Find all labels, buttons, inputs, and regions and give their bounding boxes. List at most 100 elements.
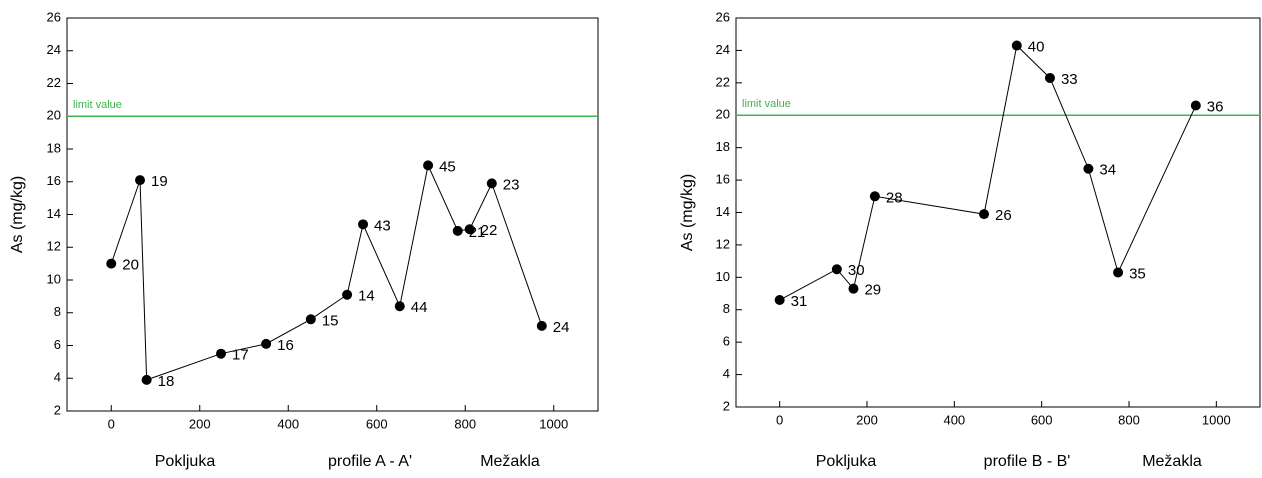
data-point [831, 264, 842, 275]
limit-label: limit value [742, 98, 791, 110]
point-label: 15 [322, 312, 339, 329]
data-point [261, 338, 272, 349]
x-tick-label: 200 [856, 412, 878, 427]
y-tick-label: 20 [47, 108, 61, 123]
point-label: 36 [1207, 98, 1224, 115]
x-tick-label: 400 [943, 412, 965, 427]
y-tick-label: 2 [723, 398, 730, 413]
point-label: 20 [122, 257, 139, 274]
point-label: 44 [411, 299, 428, 316]
y-tick-label: 8 [54, 304, 61, 319]
data-point [423, 160, 434, 171]
plot-frame [66, 17, 599, 412]
y-tick-label: 12 [47, 239, 61, 254]
y-tick-label: 14 [716, 204, 730, 219]
y-tick-label: 4 [54, 370, 61, 385]
x-caption: Mežakla [480, 453, 540, 470]
data-point [1011, 40, 1022, 51]
point-label: 28 [886, 189, 903, 206]
y-tick-label: 14 [47, 206, 61, 221]
y-tick-label: 10 [47, 271, 61, 286]
point-label: 34 [1099, 162, 1116, 179]
point-label: 35 [1129, 265, 1146, 282]
x-caption: Pokljuka [155, 453, 216, 470]
data-point [305, 314, 316, 325]
x-tick-label: 800 [454, 416, 476, 431]
point-label: 18 [158, 373, 175, 390]
data-point [979, 209, 990, 220]
x-tick-label: 200 [189, 416, 211, 431]
x-tick-label: 600 [366, 416, 388, 431]
point-label: 22 [481, 222, 498, 239]
data-line [110, 163, 543, 381]
point-label: 14 [358, 288, 375, 305]
data-point [464, 224, 475, 235]
data-point [141, 374, 152, 385]
point-label: 23 [503, 176, 520, 193]
y-axis-label: As (mg/kg) [9, 176, 26, 253]
data-point [1083, 163, 1094, 174]
data-point [848, 283, 859, 294]
y-tick-label: 26 [716, 9, 730, 24]
x-caption: profile A - A' [328, 453, 412, 470]
x-caption: Pokljuka [816, 453, 877, 470]
y-axis-label: As (mg/kg) [679, 174, 696, 251]
y-tick-label: 16 [47, 173, 61, 188]
point-label: 31 [791, 293, 808, 310]
y-tick-label: 18 [716, 139, 730, 154]
data-point [536, 320, 547, 331]
y-tick-label: 16 [716, 172, 730, 187]
y-tick-label: 4 [723, 366, 730, 381]
point-label: 29 [864, 282, 881, 299]
x-tick-label: 400 [277, 416, 299, 431]
y-tick-label: 24 [47, 42, 61, 57]
y-tick-label: 6 [723, 334, 730, 349]
x-tick-label: 600 [1031, 412, 1053, 427]
data-point [452, 225, 463, 236]
data-point [869, 191, 880, 202]
point-label: 33 [1061, 71, 1078, 88]
data-point [106, 258, 117, 269]
data-point [358, 219, 369, 230]
data-point [486, 178, 497, 189]
y-tick-label: 22 [47, 75, 61, 90]
x-tick-label: 0 [108, 416, 115, 431]
data-point [135, 175, 146, 186]
y-tick-label: 18 [47, 140, 61, 155]
x-caption: profile B - B' [984, 453, 1071, 470]
data-point [342, 289, 353, 300]
y-tick-label: 6 [54, 337, 61, 352]
x-tick-label: 800 [1118, 412, 1140, 427]
point-label: 24 [553, 319, 570, 336]
point-label: 43 [374, 217, 391, 234]
point-label: 16 [277, 337, 294, 354]
y-tick-label: 24 [716, 42, 730, 57]
data-point [1190, 100, 1201, 111]
point-label: 26 [995, 207, 1012, 224]
point-label: 40 [1028, 39, 1045, 56]
point-label: 17 [232, 347, 249, 364]
point-label: 19 [151, 173, 168, 190]
x-tick-label: 1000 [1202, 412, 1231, 427]
data-point [215, 348, 226, 359]
data-point [1044, 72, 1055, 83]
y-tick-label: 2 [54, 402, 61, 417]
y-tick-label: 12 [716, 236, 730, 251]
data-line [779, 44, 1197, 301]
limit-label: limit value [73, 99, 122, 111]
point-label: 30 [848, 262, 865, 279]
x-tick-label: 0 [776, 412, 783, 427]
x-caption: Mežakla [1142, 453, 1202, 470]
x-tick-label: 1000 [539, 416, 568, 431]
data-point [394, 301, 405, 312]
y-tick-label: 20 [716, 107, 730, 122]
y-tick-label: 10 [716, 269, 730, 284]
point-label: 45 [439, 158, 456, 175]
y-tick-label: 8 [723, 301, 730, 316]
data-point [1113, 267, 1124, 278]
y-tick-label: 26 [47, 9, 61, 24]
data-point [774, 295, 785, 306]
